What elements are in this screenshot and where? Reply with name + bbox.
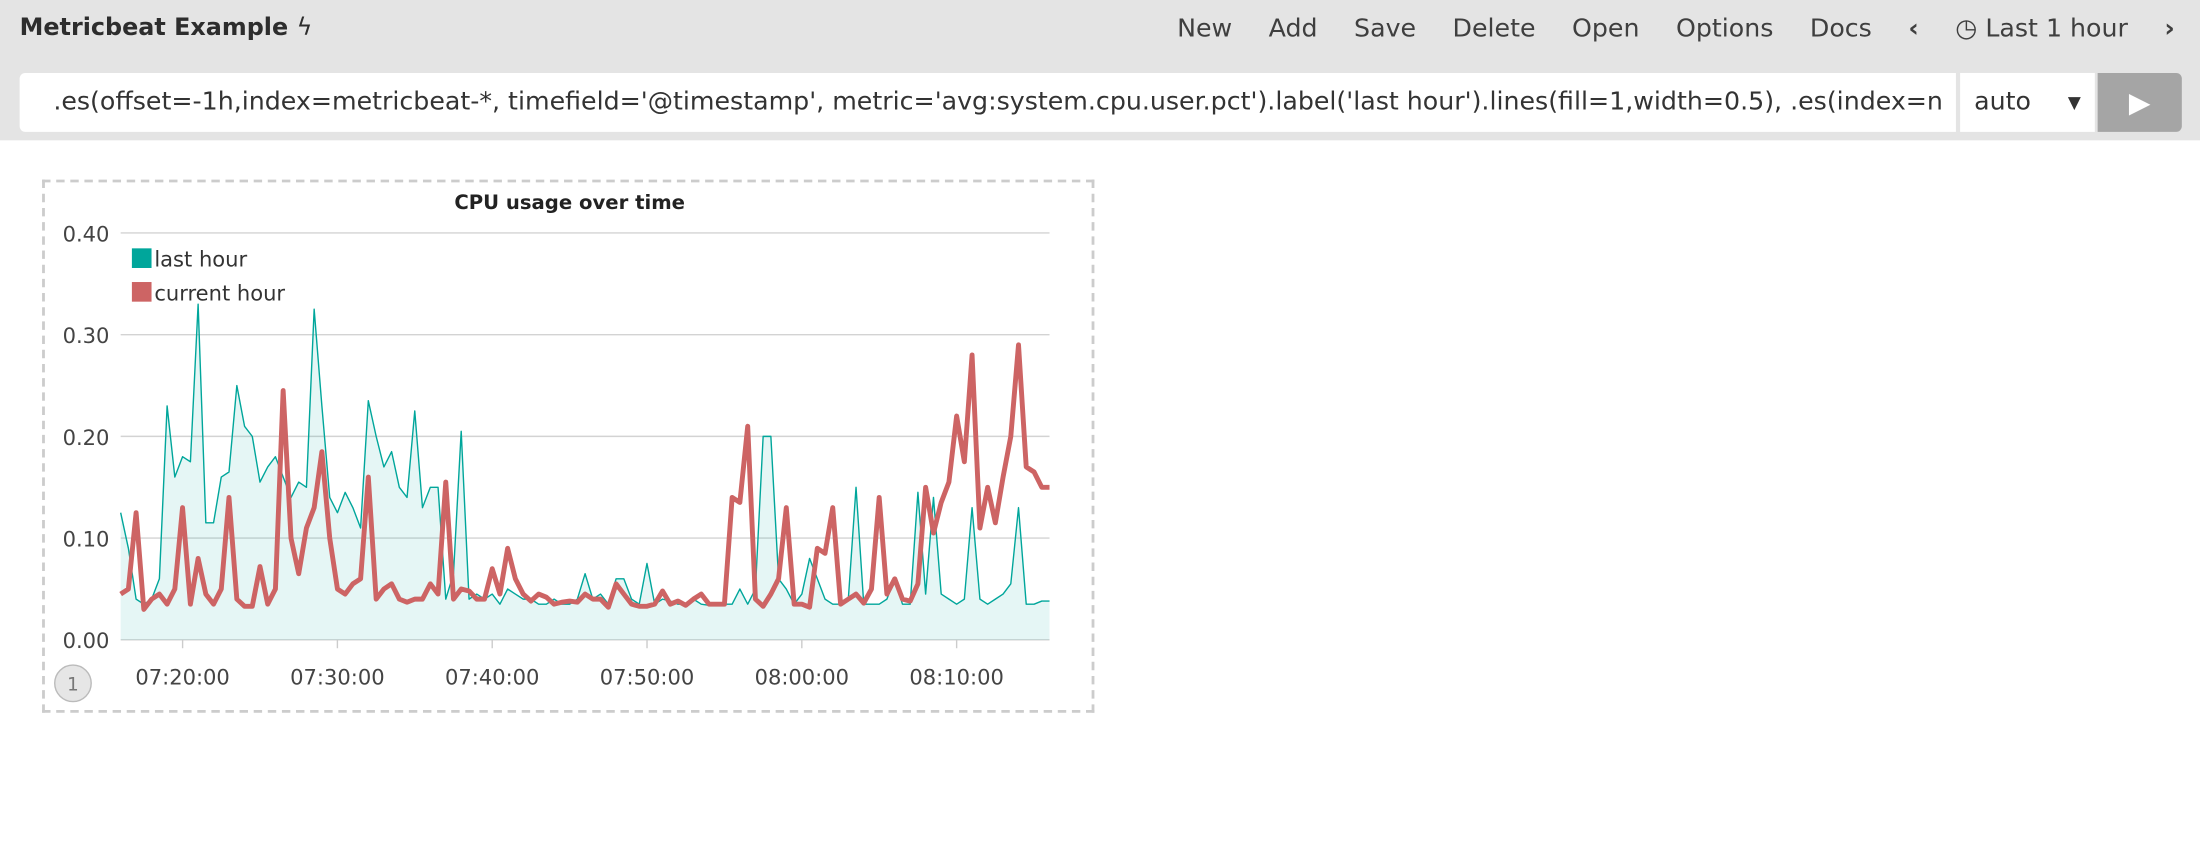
y-tick-label: 0.20 [63,425,110,450]
interval-value: auto [1974,86,2032,117]
time-picker[interactable]: ◷ Last 1 hour [1955,14,2128,43]
x-tick-label: 08:10:00 [909,665,1003,690]
y-tick-label: 0.30 [63,323,110,348]
series-line-1 [119,342,1050,612]
sheet-title: Metricbeat Example ϟ [20,14,313,42]
play-icon: ▶ [2128,85,2151,120]
sheet-title-text: Metricbeat Example [19,14,289,43]
new-button[interactable]: New [1177,14,1233,44]
caret-down-icon: ▼ [2067,92,2081,113]
chevron-right-icon[interactable]: › [2164,14,2175,44]
top-nav: New Add Save Delete Open Options Docs ‹ … [1177,14,2175,43]
legend-swatch [131,248,152,268]
x-tick-label: 07:30:00 [290,665,384,690]
open-button[interactable]: Open [1572,14,1640,44]
interval-select[interactable]: auto ▼ [1960,72,2095,132]
options-button[interactable]: Options [1675,14,1774,44]
y-tick-label: 0.00 [63,628,110,653]
panel-number: 1 [67,674,79,695]
run-button[interactable]: ▶ [2097,72,2182,132]
clock-icon: ◷ [1955,14,1978,44]
docs-button[interactable]: Docs [1809,14,1872,44]
x-tick-label: 08:00:00 [755,665,849,690]
panel-number-badge[interactable] [54,664,92,703]
legend-label: last hour [154,247,247,272]
chevron-left-icon[interactable]: ‹ [1908,14,1919,44]
expression-input[interactable]: .es(offset=-1h,index=metricbeat-*, timef… [19,72,1956,132]
y-tick-label: 0.40 [63,221,110,246]
top-bar: Metricbeat Example ϟ New Add Save Delete … [0,0,2200,141]
legend-label: current hour [154,280,285,305]
add-button[interactable]: Add [1268,14,1318,44]
query-bar: .es(offset=-1h,index=metricbeat-*, timef… [19,72,2182,132]
legend-swatch [131,282,152,302]
delete-button[interactable]: Delete [1452,14,1536,44]
save-button[interactable]: Save [1354,14,1417,44]
bolt-icon: ϟ [296,14,313,43]
y-tick-label: 0.10 [63,527,110,552]
chart-panel[interactable] [42,179,1095,713]
chart-title: CPU usage over time [454,191,685,214]
x-tick-label: 07:50:00 [600,665,694,690]
x-tick-label: 07:40:00 [445,665,539,690]
time-range-label: Last 1 hour [1985,14,2128,44]
x-tick-label: 07:20:00 [135,665,229,690]
series-area-0 [120,304,1050,640]
